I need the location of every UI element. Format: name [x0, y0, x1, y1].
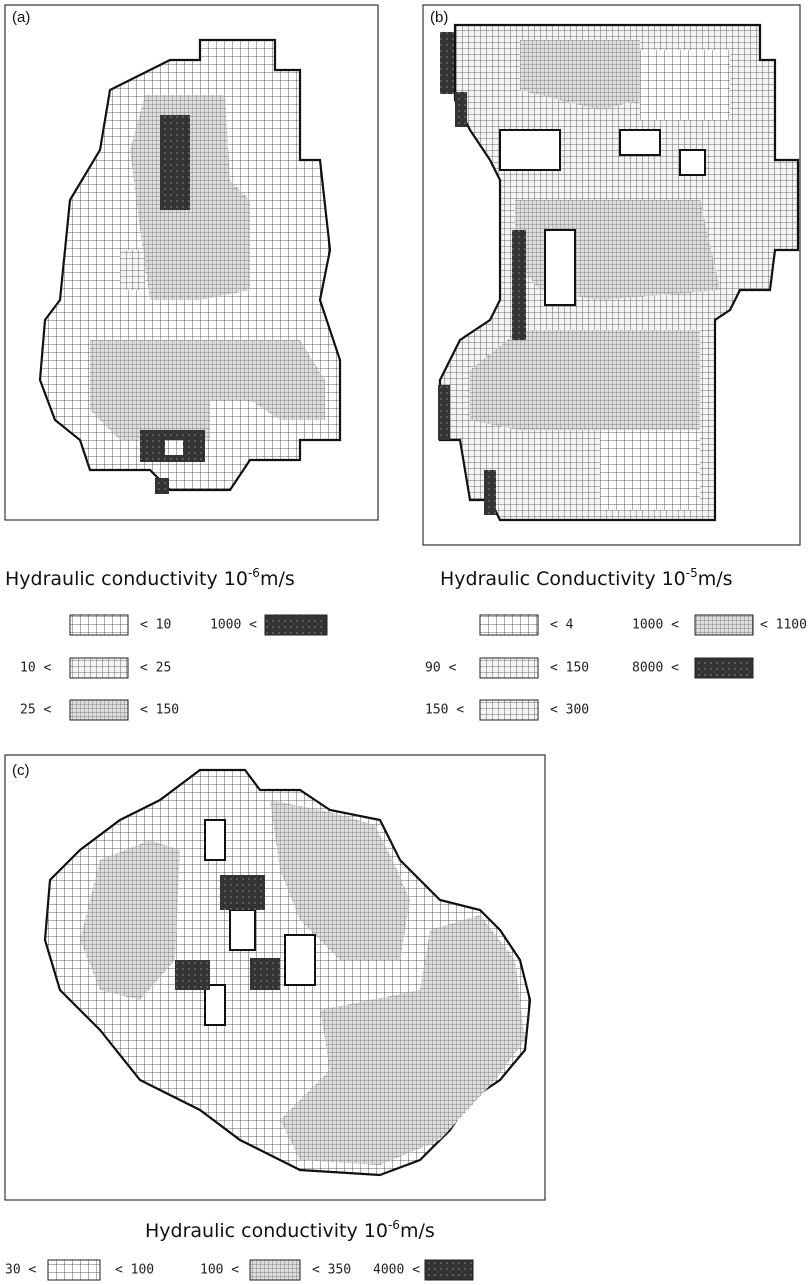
legend-lower: 1000 <: [210, 618, 257, 633]
map-gap: [285, 935, 315, 985]
panel-label: (c): [12, 762, 30, 779]
map-zone: [175, 960, 210, 990]
panel-a: (a): [5, 5, 378, 520]
legend-upper: < 1100: [760, 618, 807, 633]
panel-label: (a): [12, 9, 30, 26]
legend-swatch: [70, 658, 128, 678]
caption-exponent: -6: [248, 566, 260, 580]
legend-swatch: [70, 615, 128, 635]
legend-caption: Hydraulic Conductivity 10-5m/s: [440, 566, 733, 590]
caption-text: Hydraulic conductivity 10: [5, 568, 248, 590]
legend-lower: 30 <: [5, 1263, 36, 1278]
legend-swatch: [480, 700, 538, 720]
caption-unit: m/s: [698, 568, 733, 590]
page: {"panels": [ {"label": "(a)", "caption":…: [0, 0, 810, 1285]
map-gap: [230, 910, 255, 950]
map-zone: [220, 875, 265, 910]
map-zone: [250, 958, 280, 990]
map-zone: [165, 440, 183, 455]
legend-swatch: [695, 615, 753, 635]
map-zone: [640, 50, 730, 120]
legend-a: < 10 1000 < 10 < < 25 25 < < 150: [20, 615, 327, 720]
map-zone: [470, 330, 700, 430]
legend-swatch: [425, 1260, 473, 1280]
legend-c: 30 < < 100 100 < < 350 4000 <: [5, 1260, 473, 1280]
figure: (a) Hydraulic conductivity 10-6m/s < 10 …: [0, 0, 810, 1285]
legend-caption: Hydraulic conductivity 10-6m/s: [5, 566, 295, 590]
legend-lower: 1000 <: [632, 618, 679, 633]
caption-unit: m/s: [260, 568, 295, 590]
legend-swatch: [48, 1260, 100, 1280]
map-gap: [680, 150, 705, 175]
legend-lower: 25 <: [20, 703, 51, 718]
map-gap: [500, 130, 560, 170]
caption-text: Hydraulic Conductivity 10: [440, 568, 686, 590]
legend-upper: < 100: [115, 1263, 154, 1278]
map-zone: [438, 385, 450, 440]
legend-b: < 4 1000 < < 1100 90 < < 150 8000 < 150 …: [425, 615, 807, 720]
legend-upper: < 150: [140, 703, 179, 718]
legend-swatch: [250, 1260, 300, 1280]
legend-lower: 100 <: [200, 1263, 239, 1278]
legend-swatch: [695, 658, 753, 678]
panel-c: (c): [5, 755, 545, 1200]
legend-caption: Hydraulic conductivity 10-6m/s: [145, 1218, 435, 1242]
legend-lower: 8000 <: [632, 661, 679, 676]
caption-exponent: -5: [686, 566, 698, 580]
map-zone: [600, 430, 700, 510]
map-zone: [484, 470, 496, 515]
legend-swatch: [70, 700, 128, 720]
legend-upper: < 4: [550, 618, 574, 633]
panel-b: (b): [423, 5, 800, 545]
legend-upper: < 300: [550, 703, 589, 718]
map-gap: [205, 985, 225, 1025]
map-zone: [512, 230, 526, 340]
caption-exponent: -6: [388, 1218, 400, 1232]
legend-lower: 90 <: [425, 661, 456, 676]
legend-upper: < 10: [140, 618, 171, 633]
legend-swatch: [480, 615, 538, 635]
map-gap: [620, 130, 660, 155]
legend-lower: 10 <: [20, 661, 51, 676]
legend-upper: < 25: [140, 661, 171, 676]
caption-unit: m/s: [400, 1220, 435, 1242]
map-zone: [455, 92, 467, 127]
legend-upper: < 150: [550, 661, 589, 676]
map-zone: [160, 115, 190, 210]
map-zone: [155, 478, 169, 494]
legend-upper: < 350: [312, 1263, 351, 1278]
panel-label: (b): [430, 9, 448, 26]
legend-lower: 150 <: [425, 703, 464, 718]
legend-swatch: [265, 615, 327, 635]
caption-text: Hydraulic conductivity 10: [145, 1220, 388, 1242]
legend-swatch: [480, 658, 538, 678]
legend-lower: 4000 <: [373, 1263, 420, 1278]
map-gap: [545, 230, 575, 305]
map-gap: [205, 820, 225, 860]
map-zone: [120, 250, 145, 290]
map-zone: [440, 32, 454, 94]
